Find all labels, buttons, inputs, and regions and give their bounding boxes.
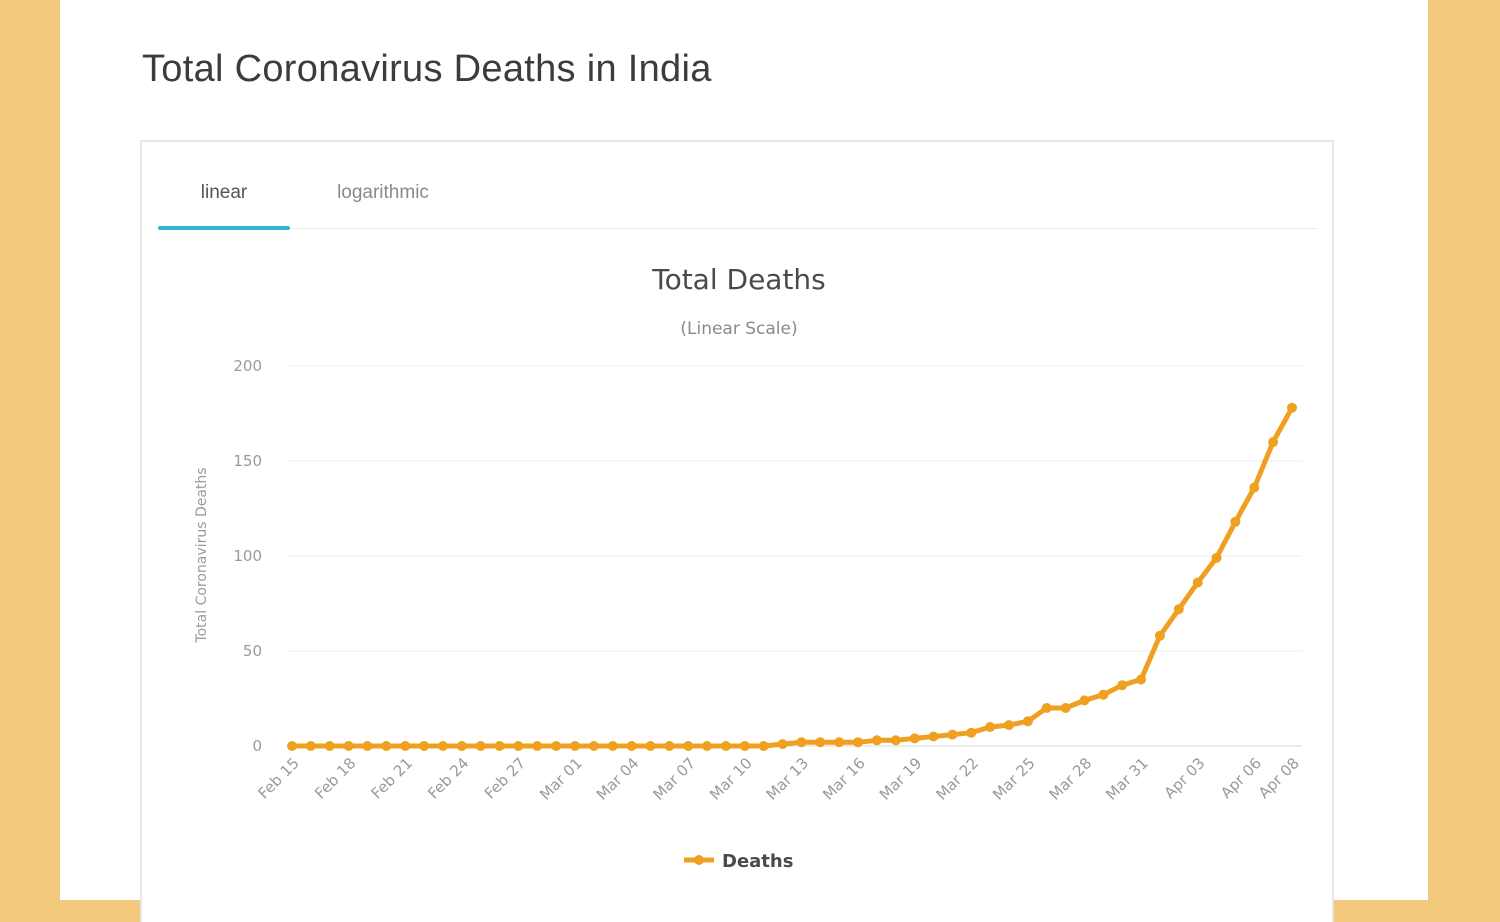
data-point[interactable] (287, 741, 297, 751)
deaths-line-chart: Total Deaths (Linear Scale) Total Corona… (194, 263, 1303, 872)
data-point[interactable] (815, 737, 826, 748)
legend-label: Deaths (722, 851, 793, 872)
x-tick-label: Apr 03 (1161, 754, 1209, 802)
data-point[interactable] (1136, 674, 1147, 685)
x-tick-label: Mar 22 (932, 754, 982, 804)
x-tick-label: Feb 18 (311, 754, 359, 802)
x-tick-label: Feb 21 (368, 754, 416, 802)
data-point[interactable] (1022, 716, 1033, 727)
grid-layer (287, 365, 1302, 747)
tab-linear[interactable]: linear (200, 182, 248, 203)
y-tick-label: 200 (233, 357, 262, 375)
data-point[interactable] (1060, 703, 1071, 713)
chart-card: linear logarithmic Total Deaths (Linear … (140, 140, 1334, 922)
data-point[interactable] (1079, 695, 1090, 706)
data-point[interactable] (626, 741, 637, 751)
data-point[interactable] (966, 727, 977, 738)
data-point[interactable] (1173, 604, 1184, 615)
data-point[interactable] (1003, 720, 1014, 731)
data-point[interactable] (400, 741, 411, 751)
data-point[interactable] (456, 741, 467, 751)
x-tick-label: Feb 27 (481, 754, 529, 802)
data-point[interactable] (777, 739, 788, 750)
data-point[interactable] (419, 741, 430, 751)
y-tick-label: 100 (233, 547, 262, 565)
x-tick-label: Mar 10 (706, 754, 756, 804)
data-point[interactable] (343, 741, 354, 751)
data-point[interactable] (985, 722, 996, 732)
data-point[interactable] (834, 737, 845, 748)
x-tick-labels: Feb 15 Feb 18 Feb 21 Feb 24 Feb 27 Mar 01 Mar … (254, 754, 1302, 804)
data-point[interactable] (871, 735, 882, 746)
data-point[interactable] (1230, 516, 1241, 527)
x-tick-label: Apr 06 (1217, 754, 1265, 802)
data-point[interactable] (1268, 437, 1279, 447)
data-point[interactable] (1154, 630, 1165, 641)
x-tick-label: Mar 19 (876, 754, 926, 804)
data-point[interactable] (362, 741, 373, 751)
legend-marker (694, 855, 704, 865)
data-point[interactable] (513, 741, 524, 751)
data-point[interactable] (1192, 577, 1203, 588)
x-tick-label: Mar 16 (819, 754, 869, 804)
data-point[interactable] (928, 731, 939, 742)
data-point[interactable] (909, 733, 920, 744)
x-tick-label: Mar 31 (1102, 754, 1152, 804)
x-tick-label: Feb 15 (254, 754, 302, 802)
x-tick-label: Mar 01 (536, 754, 586, 804)
data-point[interactable] (607, 741, 618, 751)
data-point[interactable] (853, 737, 864, 748)
data-point[interactable] (1287, 402, 1297, 413)
data-point[interactable] (1211, 552, 1222, 563)
x-tick-label: Apr 08 (1255, 754, 1303, 802)
chart-subtitle: (Linear Scale) (680, 319, 797, 339)
data-point[interactable] (683, 741, 694, 751)
series-layer (287, 402, 1297, 751)
data-point[interactable] (720, 741, 731, 751)
data-point[interactable] (1041, 703, 1052, 713)
data-point[interactable] (890, 735, 901, 746)
legend[interactable]: Deaths (684, 851, 793, 872)
data-point[interactable] (1249, 482, 1260, 493)
data-point[interactable] (1117, 680, 1128, 691)
data-point[interactable] (305, 741, 316, 751)
y-tick-label: 150 (233, 452, 262, 470)
data-point[interactable] (381, 741, 392, 751)
data-point[interactable] (758, 741, 769, 751)
data-point[interactable] (702, 741, 713, 751)
data-point[interactable] (532, 741, 543, 751)
data-point[interactable] (796, 737, 807, 748)
x-tick-label: Feb 24 (424, 754, 472, 802)
x-tick-label: Mar 07 (649, 754, 699, 804)
page-title: Total Coronavirus Deaths in India (142, 48, 712, 90)
x-tick-label: Mar 13 (763, 754, 813, 804)
tab-logarithmic[interactable]: logarithmic (337, 182, 429, 203)
series-line-deaths (289, 405, 1295, 749)
data-point[interactable] (664, 741, 675, 751)
data-point[interactable] (551, 741, 562, 751)
y-tick-labels: 0 50 100 150 200 (233, 357, 262, 755)
data-point[interactable] (324, 741, 335, 751)
data-point[interactable] (947, 729, 958, 740)
scale-tabs: linear logarithmic (158, 158, 1318, 230)
data-point[interactable] (739, 741, 750, 751)
data-point[interactable] (645, 741, 656, 751)
y-tick-label: 50 (243, 642, 262, 660)
data-point[interactable] (475, 741, 486, 751)
y-axis-label: Total Coronavirus Deaths (194, 467, 210, 643)
x-tick-label: Mar 28 (1046, 754, 1096, 804)
data-point[interactable] (437, 741, 448, 751)
data-point[interactable] (1098, 689, 1109, 700)
data-point[interactable] (570, 741, 581, 751)
data-point[interactable] (494, 741, 505, 751)
x-tick-label: Mar 25 (989, 754, 1039, 804)
data-point[interactable] (588, 741, 599, 751)
page-panel: Total Coronavirus Deaths in India linear… (60, 0, 1428, 922)
y-tick-label: 0 (252, 737, 262, 755)
active-tab-indicator (158, 226, 290, 230)
x-tick-label: Mar 04 (593, 754, 643, 804)
chart-title: Total Deaths (651, 263, 826, 296)
